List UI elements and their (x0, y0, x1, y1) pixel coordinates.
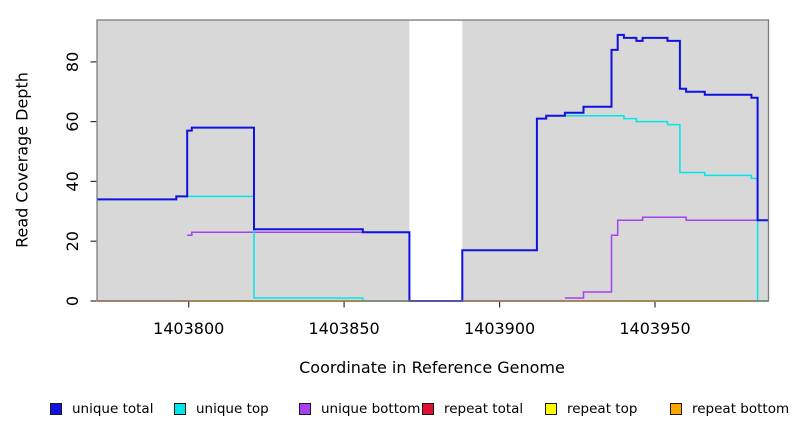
legend-label: repeat bottom (692, 401, 790, 417)
y-tick-label: 40 (63, 171, 82, 191)
y-tick-label: 60 (63, 111, 82, 131)
series-line-unique-top (97, 114, 769, 302)
series-line-unique-total (97, 33, 769, 302)
y-tick-label: 20 (63, 231, 82, 251)
legend-swatch-repeat-bottom (670, 403, 682, 415)
legend-item-repeat-bottom: repeat bottom (670, 399, 789, 419)
y-tick-label: 80 (63, 52, 82, 72)
legend-label: unique total (72, 401, 154, 417)
legend-item-unique-top: unique top (174, 399, 269, 419)
legend-label: repeat top (567, 401, 638, 417)
legend-swatch-unique-total (50, 403, 62, 415)
legend-swatch-unique-bottom (299, 403, 311, 415)
x-tick-label: 1403950 (619, 319, 690, 338)
legend-item-repeat-top: repeat top (545, 399, 637, 419)
legend-swatch-repeat-total (422, 403, 434, 415)
x-axis-title: Coordinate in Reference Genome (299, 358, 565, 377)
legend-label: unique top (196, 401, 269, 417)
legend-item-repeat-total: repeat total (422, 399, 523, 419)
legend-swatch-unique-top (174, 403, 186, 415)
x-tick-label: 1403900 (464, 319, 535, 338)
legend: unique total unique top unique bottom repea… (0, 399, 792, 419)
panel-border (96, 19, 770, 302)
series-line-unique-bottom (564, 216, 769, 299)
legend-item-unique-total: unique total (50, 399, 153, 419)
masked-region (409, 20, 463, 301)
y-tick-label: 0 (63, 296, 82, 306)
legend-label: unique bottom (321, 401, 421, 417)
y-axis-title: Read Coverage Depth (12, 72, 32, 248)
x-tick-label: 1403800 (153, 319, 224, 338)
legend-swatch-repeat-top (545, 403, 557, 415)
legend-label: repeat total (444, 401, 524, 417)
legend-item-unique-bottom: unique bottom (299, 399, 420, 419)
x-tick-label: 1403850 (308, 319, 379, 338)
